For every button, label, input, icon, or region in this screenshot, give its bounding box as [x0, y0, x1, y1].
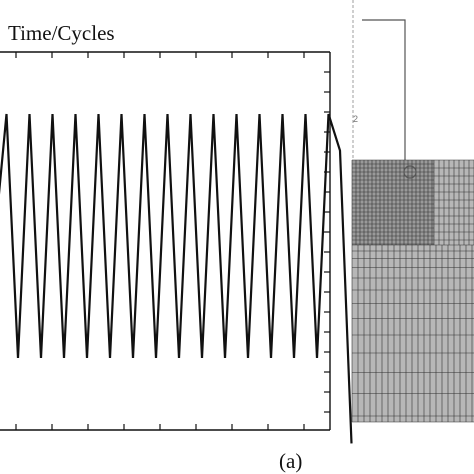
probe-path	[362, 19, 406, 172]
chart-title: Time/Cycles	[8, 21, 115, 45]
series-layer	[0, 113, 353, 444]
panel-label: (a)	[279, 449, 302, 473]
axis-ticks	[15, 52, 330, 430]
mesh-annotation-glyph: 2	[353, 114, 358, 124]
series-line	[0, 113, 353, 444]
mesh-grid	[351, 159, 474, 423]
mesh-indenter-block	[352, 160, 434, 245]
plot-frame	[0, 51, 331, 431]
mesh-illustration: 2	[351, 0, 474, 423]
probe-marker	[403, 165, 417, 179]
